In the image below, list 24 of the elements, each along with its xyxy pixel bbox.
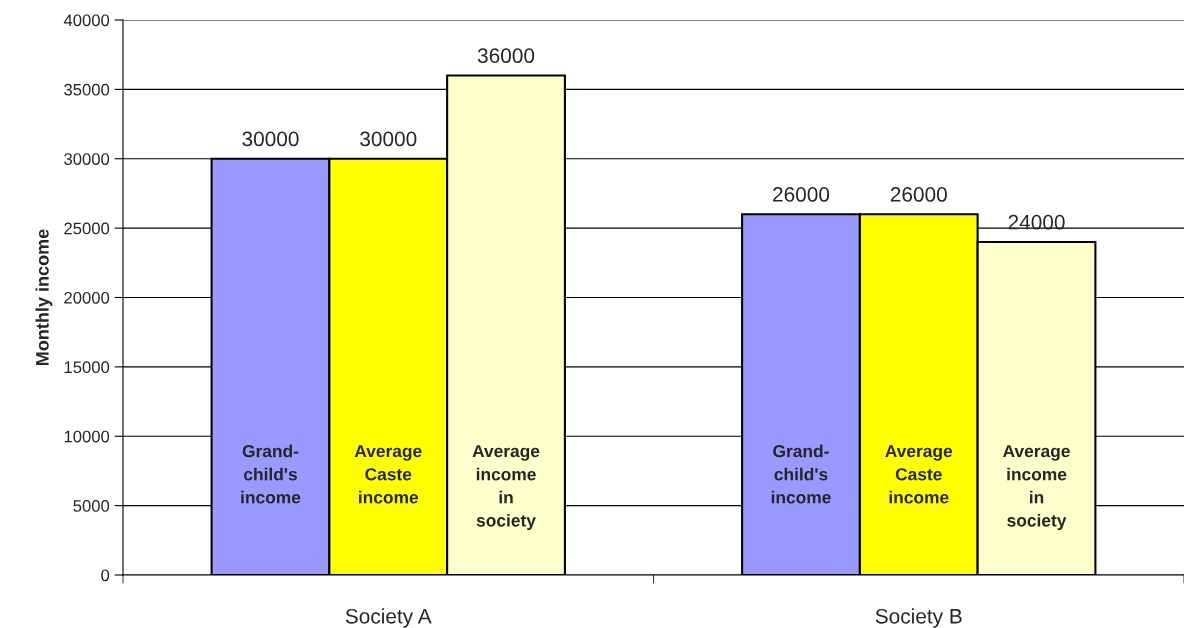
y-tick-label: 20000: [64, 291, 110, 304]
series-label: Grand-child's income: [241, 444, 301, 504]
y-tick-label: 35000: [64, 83, 110, 96]
y-tick-label: 40000: [63, 14, 110, 27]
series-label: Average Caste income: [354, 445, 422, 504]
data-label: 30000: [360, 131, 417, 147]
text: Average Caste income: [885, 445, 953, 504]
text: Average income in society: [1003, 445, 1070, 531]
y-tick-label: 10000: [64, 430, 110, 443]
x-tick-label: Society A: [345, 608, 432, 628]
data-label: 26000: [890, 187, 947, 202]
x-tick-label: Society B: [875, 608, 962, 628]
text: Grand-child's income: [771, 444, 831, 504]
y-tick-label: 25000: [64, 222, 110, 235]
data-label: 26000: [773, 187, 830, 202]
data-label: 24000: [1008, 214, 1065, 230]
data-label: 30000: [242, 131, 299, 147]
y-tick-label: 15000: [64, 361, 110, 374]
y-tick-label: 5000: [73, 500, 110, 512]
series-label: Average income in society: [472, 445, 540, 531]
y-tick-label: 30000: [64, 153, 110, 165]
y-tick-label: 0: [101, 569, 110, 582]
data-label: 36000: [477, 48, 535, 64]
y-axis-title: Monthly income: [35, 229, 53, 365]
